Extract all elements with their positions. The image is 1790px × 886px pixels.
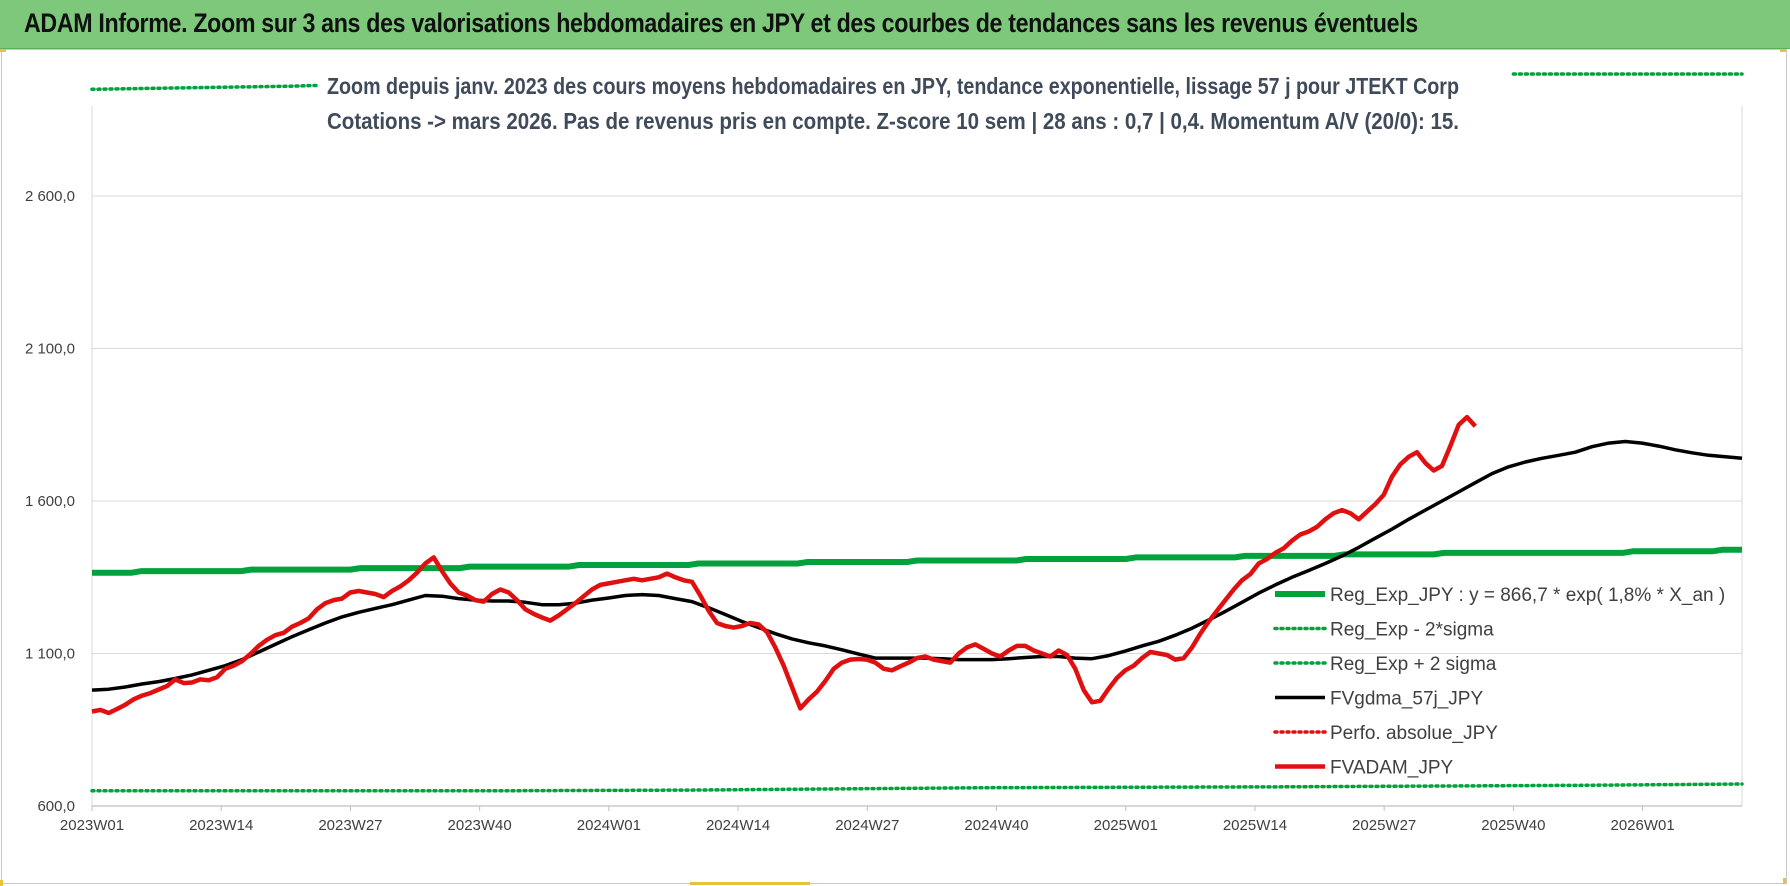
y-tick-label: 1 600,0 bbox=[25, 493, 75, 510]
x-tick-label: 2023W14 bbox=[189, 817, 253, 834]
y-tick-label: 2 100,0 bbox=[25, 341, 75, 358]
x-tick-label: 2023W27 bbox=[318, 817, 382, 834]
title-banner: ADAM Informe. Zoom sur 3 ans des valoris… bbox=[0, 0, 1790, 49]
x-tick-label: 2024W27 bbox=[835, 817, 899, 834]
grid-lines bbox=[91, 106, 1743, 806]
corner-mark-bottom-mid bbox=[690, 882, 810, 885]
x-tick-label: 2025W27 bbox=[1352, 817, 1416, 834]
y-tick-label: 2 600,0 bbox=[25, 188, 75, 205]
series-line-0 bbox=[92, 546, 1742, 576]
x-tick-label: 2026W01 bbox=[1610, 817, 1674, 834]
x-tick-label: 2024W40 bbox=[964, 817, 1028, 834]
corner-mark-bottom-right bbox=[1783, 878, 1786, 884]
corner-mark-right bbox=[1780, 49, 1786, 52]
legend-label: Reg_Exp_JPY : y = 866,7 * exp( 1,8% * X_… bbox=[1330, 585, 1725, 606]
legend-label: Perfo. absolue_JPY bbox=[1330, 723, 1498, 744]
page-title: ADAM Informe. Zoom sur 3 ans des valoris… bbox=[24, 8, 1418, 38]
legend-label: FVADAM_JPY bbox=[1330, 758, 1454, 779]
x-tick-label: 2024W14 bbox=[706, 817, 770, 834]
y-tick-label: 1 100,0 bbox=[25, 646, 75, 663]
x-tick-label: 2023W01 bbox=[60, 817, 124, 834]
x-tick-label: 2025W01 bbox=[1094, 817, 1158, 834]
legend: Reg_Exp_JPY : y = 866,7 * exp( 1,8% * X_… bbox=[1273, 585, 1725, 779]
y-tick-label: 600,0 bbox=[37, 798, 75, 815]
subtitle-line-1: Zoom depuis janv. 2023 des cours moyens … bbox=[327, 73, 1459, 99]
chart-frame bbox=[1, 49, 1787, 884]
y-axis-ticks: 600,0 1 100,0 1 600,0 2 100,0 2 600,0 bbox=[25, 188, 75, 815]
x-tick-label: 2025W40 bbox=[1481, 817, 1545, 834]
corner-mark-bottom-left bbox=[0, 880, 3, 886]
x-tick-label: 2025W14 bbox=[1223, 817, 1287, 834]
subtitle-line-2: Cotations -> mars 2026. Pas de revenus p… bbox=[327, 108, 1459, 134]
chart-subtitle: Zoom depuis janv. 2023 des cours moyens … bbox=[318, 66, 1468, 140]
corner-mark-left bbox=[0, 49, 6, 52]
x-tick-label: 2023W40 bbox=[448, 817, 512, 834]
x-axis-ticks: 2023W01 2023W14 2023W27 2023W40 2024W01 2024W… bbox=[60, 806, 1675, 834]
subtitle-background bbox=[318, 66, 1468, 140]
x-tick-label: 2024W01 bbox=[577, 817, 641, 834]
series-line-5 bbox=[91, 414, 1477, 716]
series-lines bbox=[90, 72, 1744, 793]
legend-label: Reg_Exp - 2*sigma bbox=[1330, 620, 1494, 641]
series-line-1 bbox=[90, 782, 1744, 793]
legend-label: Reg_Exp + 2 sigma bbox=[1330, 654, 1497, 675]
series-line-2 bbox=[90, 83, 323, 92]
legend-label: FVgdma_57j_JPY bbox=[1330, 689, 1483, 710]
